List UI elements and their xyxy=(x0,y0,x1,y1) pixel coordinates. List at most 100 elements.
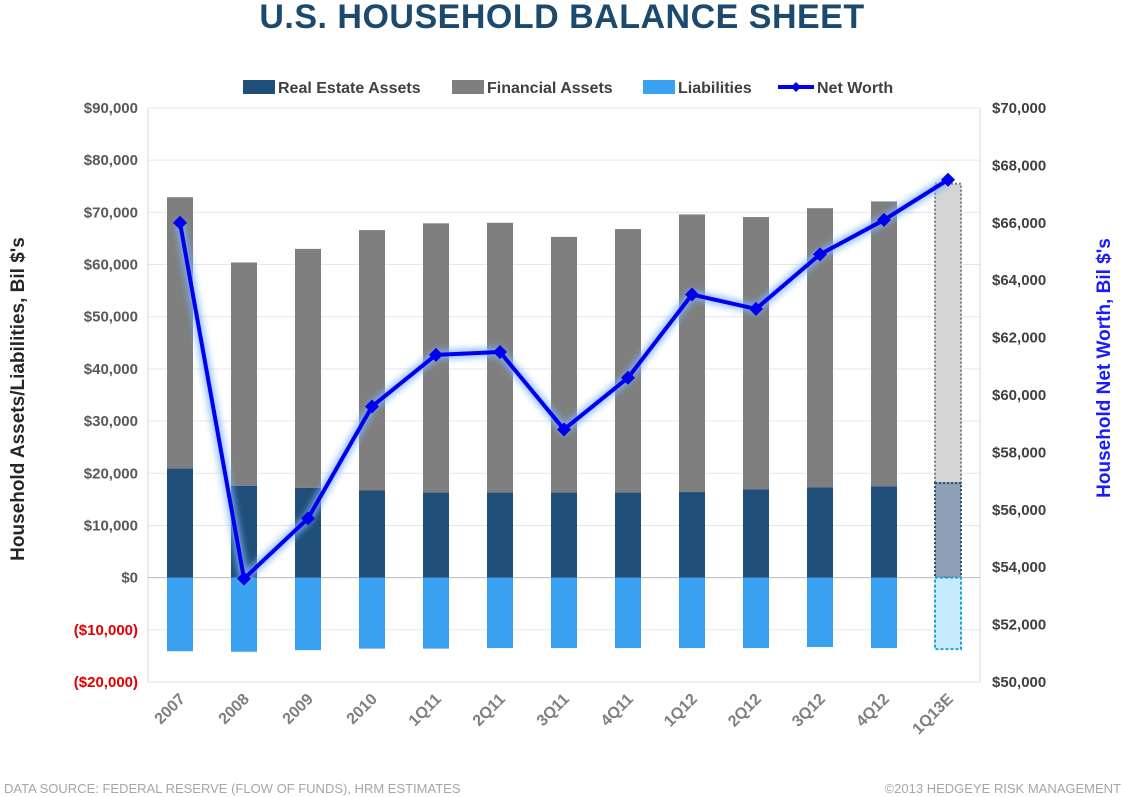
net-worth-point xyxy=(621,370,635,385)
legend-label: Net Worth xyxy=(817,80,893,97)
financial-assets-bar xyxy=(551,236,577,493)
legend-marker-net-worth xyxy=(791,82,801,92)
y-axis-left: $90,000 $80,000 $70,000 $60,000 $50,000 $40,0… xyxy=(74,100,138,691)
liabilities-bar xyxy=(295,577,321,651)
net-worth-point xyxy=(365,399,379,414)
financial-assets-bar xyxy=(871,201,897,487)
x-tick-label: 2009 xyxy=(280,691,317,728)
y-tick-label-right: $62,000 xyxy=(992,330,1046,347)
x-tick-label: 4Q11 xyxy=(598,691,637,730)
y-tick-label-left: $50,000 xyxy=(84,309,138,326)
y-tick-label-left: $20,000 xyxy=(84,465,138,482)
liabilities-bar xyxy=(551,577,577,649)
y-axis-left-label: Household Assets/Liabilities, Bil $'s xyxy=(8,237,29,561)
x-tick-label: 2Q12 xyxy=(725,691,765,731)
x-tick-label: 2007 xyxy=(152,691,189,728)
net-worth-point xyxy=(685,287,699,302)
net-worth-point xyxy=(941,172,955,187)
y-tick-label-right: $68,000 xyxy=(992,157,1046,174)
y-tick-label-left: $40,000 xyxy=(84,361,138,378)
x-tick-label: 1Q11 xyxy=(406,691,445,730)
y-tick-label-left: $60,000 xyxy=(84,257,138,274)
financial-assets-bar-estimate xyxy=(934,182,962,485)
real-estate-bar xyxy=(487,492,513,578)
copyright-note: ©2013 HEDGEYE RISK MANAGEMENT xyxy=(885,781,1121,796)
y-tick-label-left: $70,000 xyxy=(84,204,138,221)
real-estate-bar xyxy=(807,487,833,578)
legend-label: Financial Assets xyxy=(487,80,613,97)
net-worth-line xyxy=(173,172,955,586)
legend: Real Estate Assets Financial Assets Liabil… xyxy=(243,80,893,97)
x-axis: 2007 2008 2009 2010 1Q11 2Q11 3Q11 4Q11 1Q12 2Q12… xyxy=(152,691,957,738)
y-tick-label-left: $30,000 xyxy=(84,413,138,430)
financial-assets-bar xyxy=(295,248,321,488)
y-axis-right: $70,000 $68,000 $66,000 $64,000 $62,000 $60,0… xyxy=(992,100,1046,691)
financial-assets-bar xyxy=(679,214,705,493)
y-tick-label-left: ($20,000) xyxy=(74,674,138,691)
x-tick-label: 2008 xyxy=(216,691,253,728)
y-tick-label-right: $64,000 xyxy=(992,272,1046,289)
x-tick-label: 1Q12 xyxy=(661,691,701,731)
y-tick-label-right: $60,000 xyxy=(992,387,1046,404)
y-tick-label-right: $50,000 xyxy=(992,674,1046,691)
net-worth-point xyxy=(301,511,315,526)
bars xyxy=(167,182,962,652)
y-tick-label-left: $90,000 xyxy=(84,100,138,117)
net-worth-point xyxy=(813,247,827,262)
net-worth-point xyxy=(877,212,891,227)
legend-label: Real Estate Assets xyxy=(278,80,421,97)
y-tick-label-right: $66,000 xyxy=(992,215,1046,232)
liabilities-bar-estimate xyxy=(934,576,962,651)
legend-label: Liabilities xyxy=(678,80,752,97)
y-tick-label-left: $80,000 xyxy=(84,152,138,169)
liabilities-bar xyxy=(871,577,897,649)
x-tick-label: 1Q13E xyxy=(910,691,957,738)
real-estate-bar xyxy=(551,492,577,578)
x-tick-label: 4Q12 xyxy=(853,691,893,731)
liabilities-bar xyxy=(167,577,193,652)
y-tick-label-right: $70,000 xyxy=(992,100,1046,117)
y-tick-label-left: ($10,000) xyxy=(74,622,138,639)
financial-assets-bar xyxy=(743,217,769,490)
data-source-note: DATA SOURCE: FEDERAL RESERVE (FLOW OF FU… xyxy=(4,781,461,796)
net-worth-point xyxy=(429,347,443,362)
real-estate-bar xyxy=(679,492,705,578)
financial-assets-bar xyxy=(231,262,257,486)
real-estate-bar-estimate xyxy=(934,482,962,579)
real-estate-bar xyxy=(743,489,769,578)
liabilities-bar xyxy=(231,577,257,652)
y-axis-right-label: Household Net Worth, Bil $'s xyxy=(1094,238,1115,498)
real-estate-bar xyxy=(359,490,385,578)
net-worth-point xyxy=(173,215,187,230)
liabilities-bar xyxy=(423,577,449,649)
liabilities-bar xyxy=(487,577,513,649)
legend-swatch xyxy=(643,80,675,94)
liabilities-bar xyxy=(679,577,705,649)
net-worth-point xyxy=(557,422,571,437)
x-tick-label: 3Q12 xyxy=(789,691,829,731)
y-tick-label-right: $54,000 xyxy=(992,559,1046,576)
y-tick-label-right: $58,000 xyxy=(992,444,1046,461)
y-tick-label-left: $10,000 xyxy=(84,517,138,534)
real-estate-bar xyxy=(615,492,641,578)
chart-title: U.S. HOUSEHOLD BALANCE SHEET xyxy=(259,0,864,36)
net-worth-point xyxy=(493,344,507,359)
x-tick-label: 2Q11 xyxy=(470,691,509,730)
y-tick-label-right: $52,000 xyxy=(992,617,1046,634)
liabilities-bar xyxy=(807,577,833,648)
legend-swatch xyxy=(452,80,484,94)
real-estate-bar xyxy=(871,486,897,578)
liabilities-bar xyxy=(359,577,385,649)
legend-swatch xyxy=(243,80,275,94)
financial-assets-bar xyxy=(359,230,385,491)
y-tick-label-right: $56,000 xyxy=(992,502,1046,519)
y-tick-label-left: $0 xyxy=(121,570,138,587)
liabilities-bar xyxy=(615,577,641,649)
net-worth-point xyxy=(749,301,763,316)
net-worth-point xyxy=(237,571,251,586)
liabilities-bar xyxy=(743,577,769,649)
real-estate-bar xyxy=(423,492,449,578)
x-tick-label: 2010 xyxy=(344,691,381,728)
x-tick-label: 3Q11 xyxy=(534,691,573,730)
